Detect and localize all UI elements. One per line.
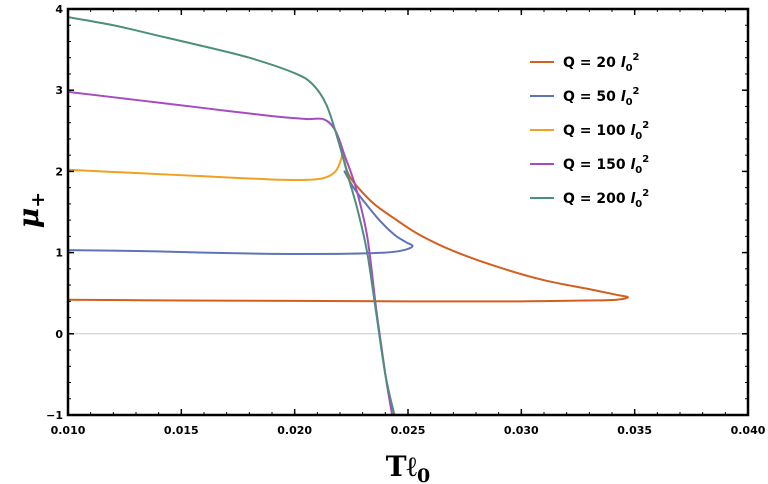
plot-frame (66, 7, 750, 417)
y-tick-label: −1 (46, 409, 63, 422)
y-tick-label: 3 (55, 84, 63, 97)
legend: Q = 20 l02 Q = 50 l02 Q = 100 l02 Q = 150 l… (530, 52, 649, 210)
y-tick-label: 4 (55, 3, 63, 16)
y-tick-label: 2 (55, 165, 63, 178)
legend-label: Q = 150 l02 (563, 154, 649, 176)
x-axis-title-sub: 0 (417, 465, 430, 484)
tick-layer: 0.010 0.015 0.020 0.025 0.030 0.035 0.040 −1 0 1 2… (46, 3, 766, 437)
legend-label: Q = 50 l02 (563, 86, 640, 108)
x-tick-label: 0.040 (731, 424, 766, 437)
series-layer (68, 16, 629, 415)
legend-label: Q = 20 l02 (563, 52, 640, 74)
y-tick-label: 1 (55, 247, 63, 260)
legend-label: Q = 200 l02 (563, 188, 649, 210)
series-line-1 (68, 162, 629, 303)
x-tick-label: 0.025 (391, 424, 426, 437)
x-tick-label: 0.030 (504, 424, 539, 437)
x-axis-title-main: Tℓ (386, 450, 418, 483)
x-tick-label: 0.010 (51, 424, 86, 437)
y-tick-label: 0 (55, 328, 63, 341)
series-line-2 (68, 170, 414, 255)
y-axis-title: μ+ (12, 192, 49, 228)
x-axis-title: Tℓ0 (386, 450, 431, 484)
x-tick-label: 0.020 (277, 424, 312, 437)
series-line-3 (68, 149, 353, 189)
x-tick-label: 0.035 (617, 424, 652, 437)
x-tick-label: 0.015 (164, 424, 199, 437)
y-axis-title-main: μ (12, 208, 45, 229)
legend-label: Q = 100 l02 (563, 120, 649, 142)
series-line-5 (68, 16, 396, 415)
y-axis-title-sub: + (27, 192, 49, 208)
